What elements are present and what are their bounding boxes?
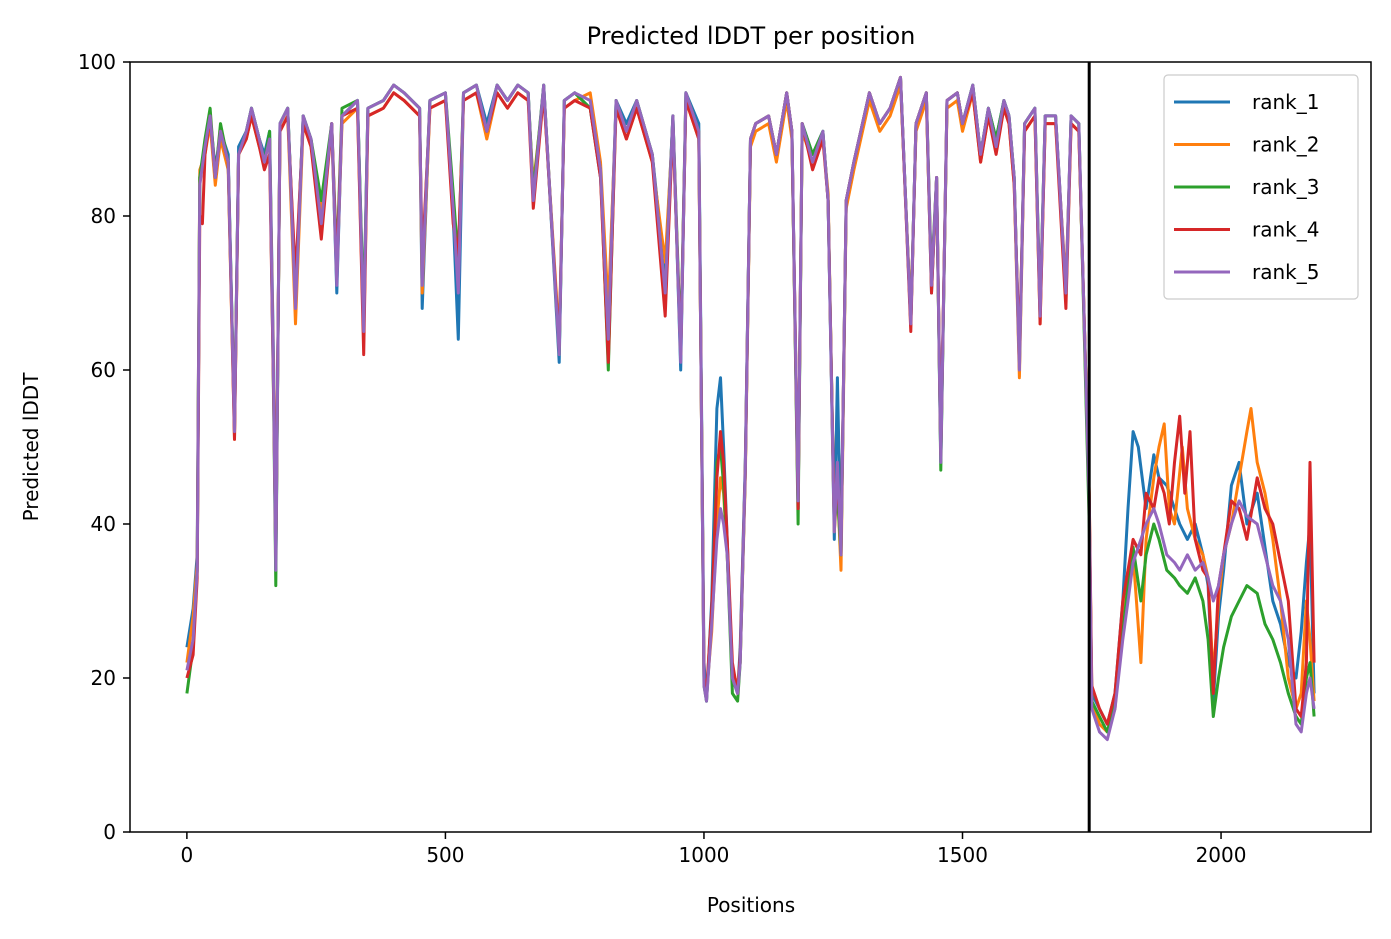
y-tick-label: 60 [91, 358, 116, 382]
series-layer [185, 75, 1316, 742]
legend-label: rank_3 [1252, 175, 1319, 199]
x-tick-label: 500 [426, 843, 464, 867]
y-tick-label: 80 [91, 204, 116, 228]
legend-label: rank_5 [1252, 260, 1319, 284]
series-line-rank-5 [185, 75, 1316, 742]
x-tick-label: 1500 [937, 843, 988, 867]
y-tick-label: 20 [91, 666, 116, 690]
y-tick-label: 100 [78, 50, 116, 74]
y-tick-label: 0 [103, 820, 116, 844]
legend-label: rank_2 [1252, 133, 1319, 157]
x-tick-label: 1000 [679, 843, 730, 867]
y-axis: 0 20 40 60 80 100 [78, 50, 130, 844]
legend-entries: rank_1 rank_2 rank_3 rank_4 rank_5 [1174, 90, 1319, 284]
x-axis: 0 500 1000 1500 2000 [181, 832, 1247, 867]
x-tick-label: 2000 [1196, 843, 1247, 867]
chart-title: Predicted lDDT per position [587, 22, 916, 50]
legend-box [1163, 74, 1359, 300]
plot-frame [129, 61, 1372, 833]
y-axis-title: Predicted lDDT [19, 372, 43, 522]
legend-label: rank_4 [1252, 218, 1319, 242]
legend-label: rank_1 [1252, 90, 1319, 114]
x-tick-label: 0 [181, 843, 194, 867]
y-tick-label: 40 [91, 512, 116, 536]
legend: rank_1 rank_2 rank_3 rank_4 rank_5 [1163, 74, 1359, 300]
x-axis-title: Positions [707, 893, 795, 917]
